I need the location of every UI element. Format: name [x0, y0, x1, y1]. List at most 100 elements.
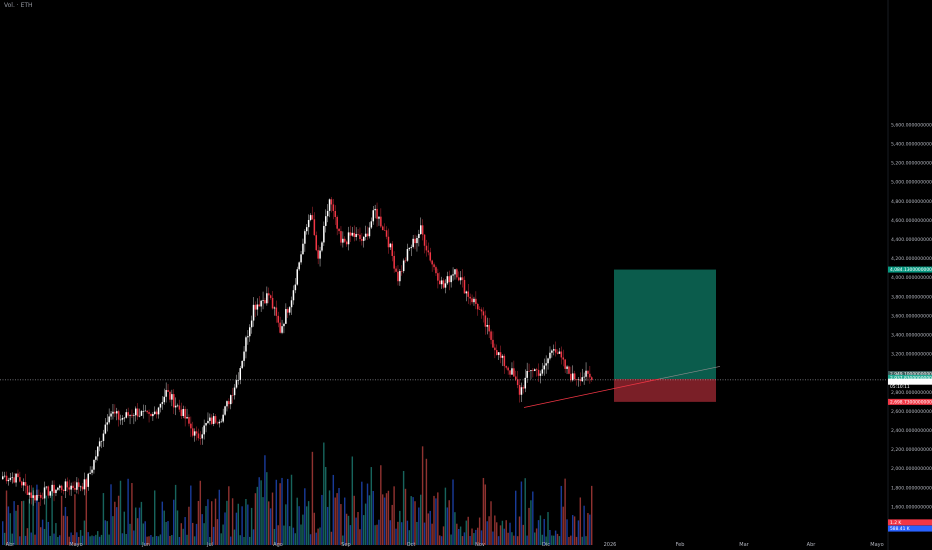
- drawings[interactable]: [0, 366, 886, 408]
- candle-body: [334, 210, 337, 217]
- volume-bar: [205, 506, 207, 545]
- volume-bar: [66, 516, 69, 545]
- candle-body: [116, 411, 118, 414]
- volume-bar: [537, 520, 540, 545]
- candle-body: [313, 219, 316, 236]
- candle-body: [340, 231, 342, 243]
- price-tick-label: 1,600.0000000000: [891, 504, 932, 510]
- candle-body: [209, 417, 211, 421]
- candle-body: [281, 326, 283, 333]
- volume-bar: [334, 497, 336, 545]
- candle-body: [332, 204, 335, 211]
- volume-bar: [79, 530, 82, 545]
- candle-body: [159, 403, 162, 408]
- candle-body: [585, 370, 587, 377]
- volume-bar: [226, 500, 228, 545]
- volume-bar: [425, 458, 428, 545]
- candle-body: [285, 309, 287, 324]
- candle-body: [230, 395, 232, 405]
- volume-bar: [488, 516, 490, 545]
- candle-body: [95, 456, 97, 460]
- volume-bar: [556, 533, 559, 545]
- volume-bar: [389, 520, 392, 545]
- candle-body: [30, 492, 33, 498]
- candle-body: [5, 475, 8, 482]
- candle-body: [311, 215, 314, 220]
- volume-bar: [235, 512, 238, 545]
- price-axis[interactable]: 5,600.0000000000 5,400.0000000000 5,200.00…: [887, 0, 932, 550]
- candle-body: [583, 376, 585, 378]
- candle-body: [300, 254, 302, 263]
- volume-bar: [442, 526, 445, 545]
- volume-bar: [473, 533, 475, 545]
- candle-body: [420, 225, 422, 234]
- volume-bar: [247, 504, 249, 545]
- volume-bar: [91, 535, 93, 545]
- time-axis[interactable]: Abr Mayo Jun Jul Ago Sep Oct Nov Dic 2026 Feb Mar Ab…: [6, 542, 884, 548]
- volume-bar: [231, 498, 234, 545]
- candle-body: [22, 482, 25, 486]
- candle-body: [252, 304, 255, 321]
- volume-bar: [326, 506, 329, 545]
- volume-bar: [539, 515, 542, 545]
- volume-bar: [516, 536, 519, 545]
- candle-body: [24, 482, 27, 486]
- volume-bar: [311, 451, 314, 545]
- candle-body: [442, 280, 445, 288]
- volume-bar: [176, 510, 179, 545]
- volume-bar: [501, 520, 504, 545]
- candle-body: [440, 280, 443, 285]
- volume-bar: [19, 536, 21, 545]
- volume-bar: [332, 474, 335, 545]
- candle-body: [127, 412, 129, 416]
- candle-body: [505, 366, 508, 368]
- volume-bar: [420, 494, 422, 545]
- time-tick-label: Oct: [407, 542, 416, 548]
- candle-body: [110, 413, 112, 417]
- candle-body: [277, 315, 280, 323]
- price-tick-label: 4,400.0000000000: [891, 237, 932, 243]
- candle-body: [201, 434, 204, 439]
- volume-bar: [252, 529, 255, 545]
- symbol-legend[interactable]: Vol. · ETH: [4, 2, 33, 9]
- volume-bar: [287, 478, 289, 545]
- volume-red-tag-bg: [888, 519, 932, 526]
- volume-bar: [568, 536, 570, 545]
- candle-body: [207, 420, 209, 424]
- volume-bar: [283, 525, 285, 545]
- volume-bar: [40, 527, 42, 545]
- volume-bar: [209, 536, 211, 545]
- long-position-tool[interactable]: [614, 269, 716, 402]
- volume-bar: [277, 525, 279, 545]
- candle-body: [315, 235, 318, 251]
- candle-body: [7, 479, 10, 482]
- candle-body: [539, 373, 542, 376]
- candle-body: [165, 390, 167, 397]
- candle-body: [349, 232, 352, 236]
- volume-bar: [370, 467, 373, 545]
- candle-body: [513, 368, 515, 377]
- candle-body: [507, 367, 509, 371]
- candle-body: [161, 402, 164, 404]
- time-tick-label: Mayo: [69, 542, 82, 548]
- volume-bar: [412, 497, 414, 545]
- volume-bar: [237, 503, 240, 545]
- candle-body: [553, 349, 555, 351]
- volume-bar: [304, 488, 306, 545]
- volume-bar: [89, 536, 91, 545]
- candle-body: [266, 293, 268, 304]
- volume-bar: [13, 501, 15, 545]
- candle-body: [401, 271, 403, 272]
- candle-body: [269, 295, 272, 298]
- volume-bar: [467, 516, 469, 545]
- volume-bar: [57, 536, 59, 545]
- volume-bar: [543, 518, 545, 545]
- candle-body: [562, 357, 565, 360]
- time-tick-label: Mar: [739, 542, 749, 548]
- volume-bar: [513, 535, 515, 545]
- candle-body: [556, 352, 559, 354]
- candle-body: [425, 245, 428, 251]
- candle-body: [528, 370, 530, 372]
- volume-bar: [294, 533, 297, 545]
